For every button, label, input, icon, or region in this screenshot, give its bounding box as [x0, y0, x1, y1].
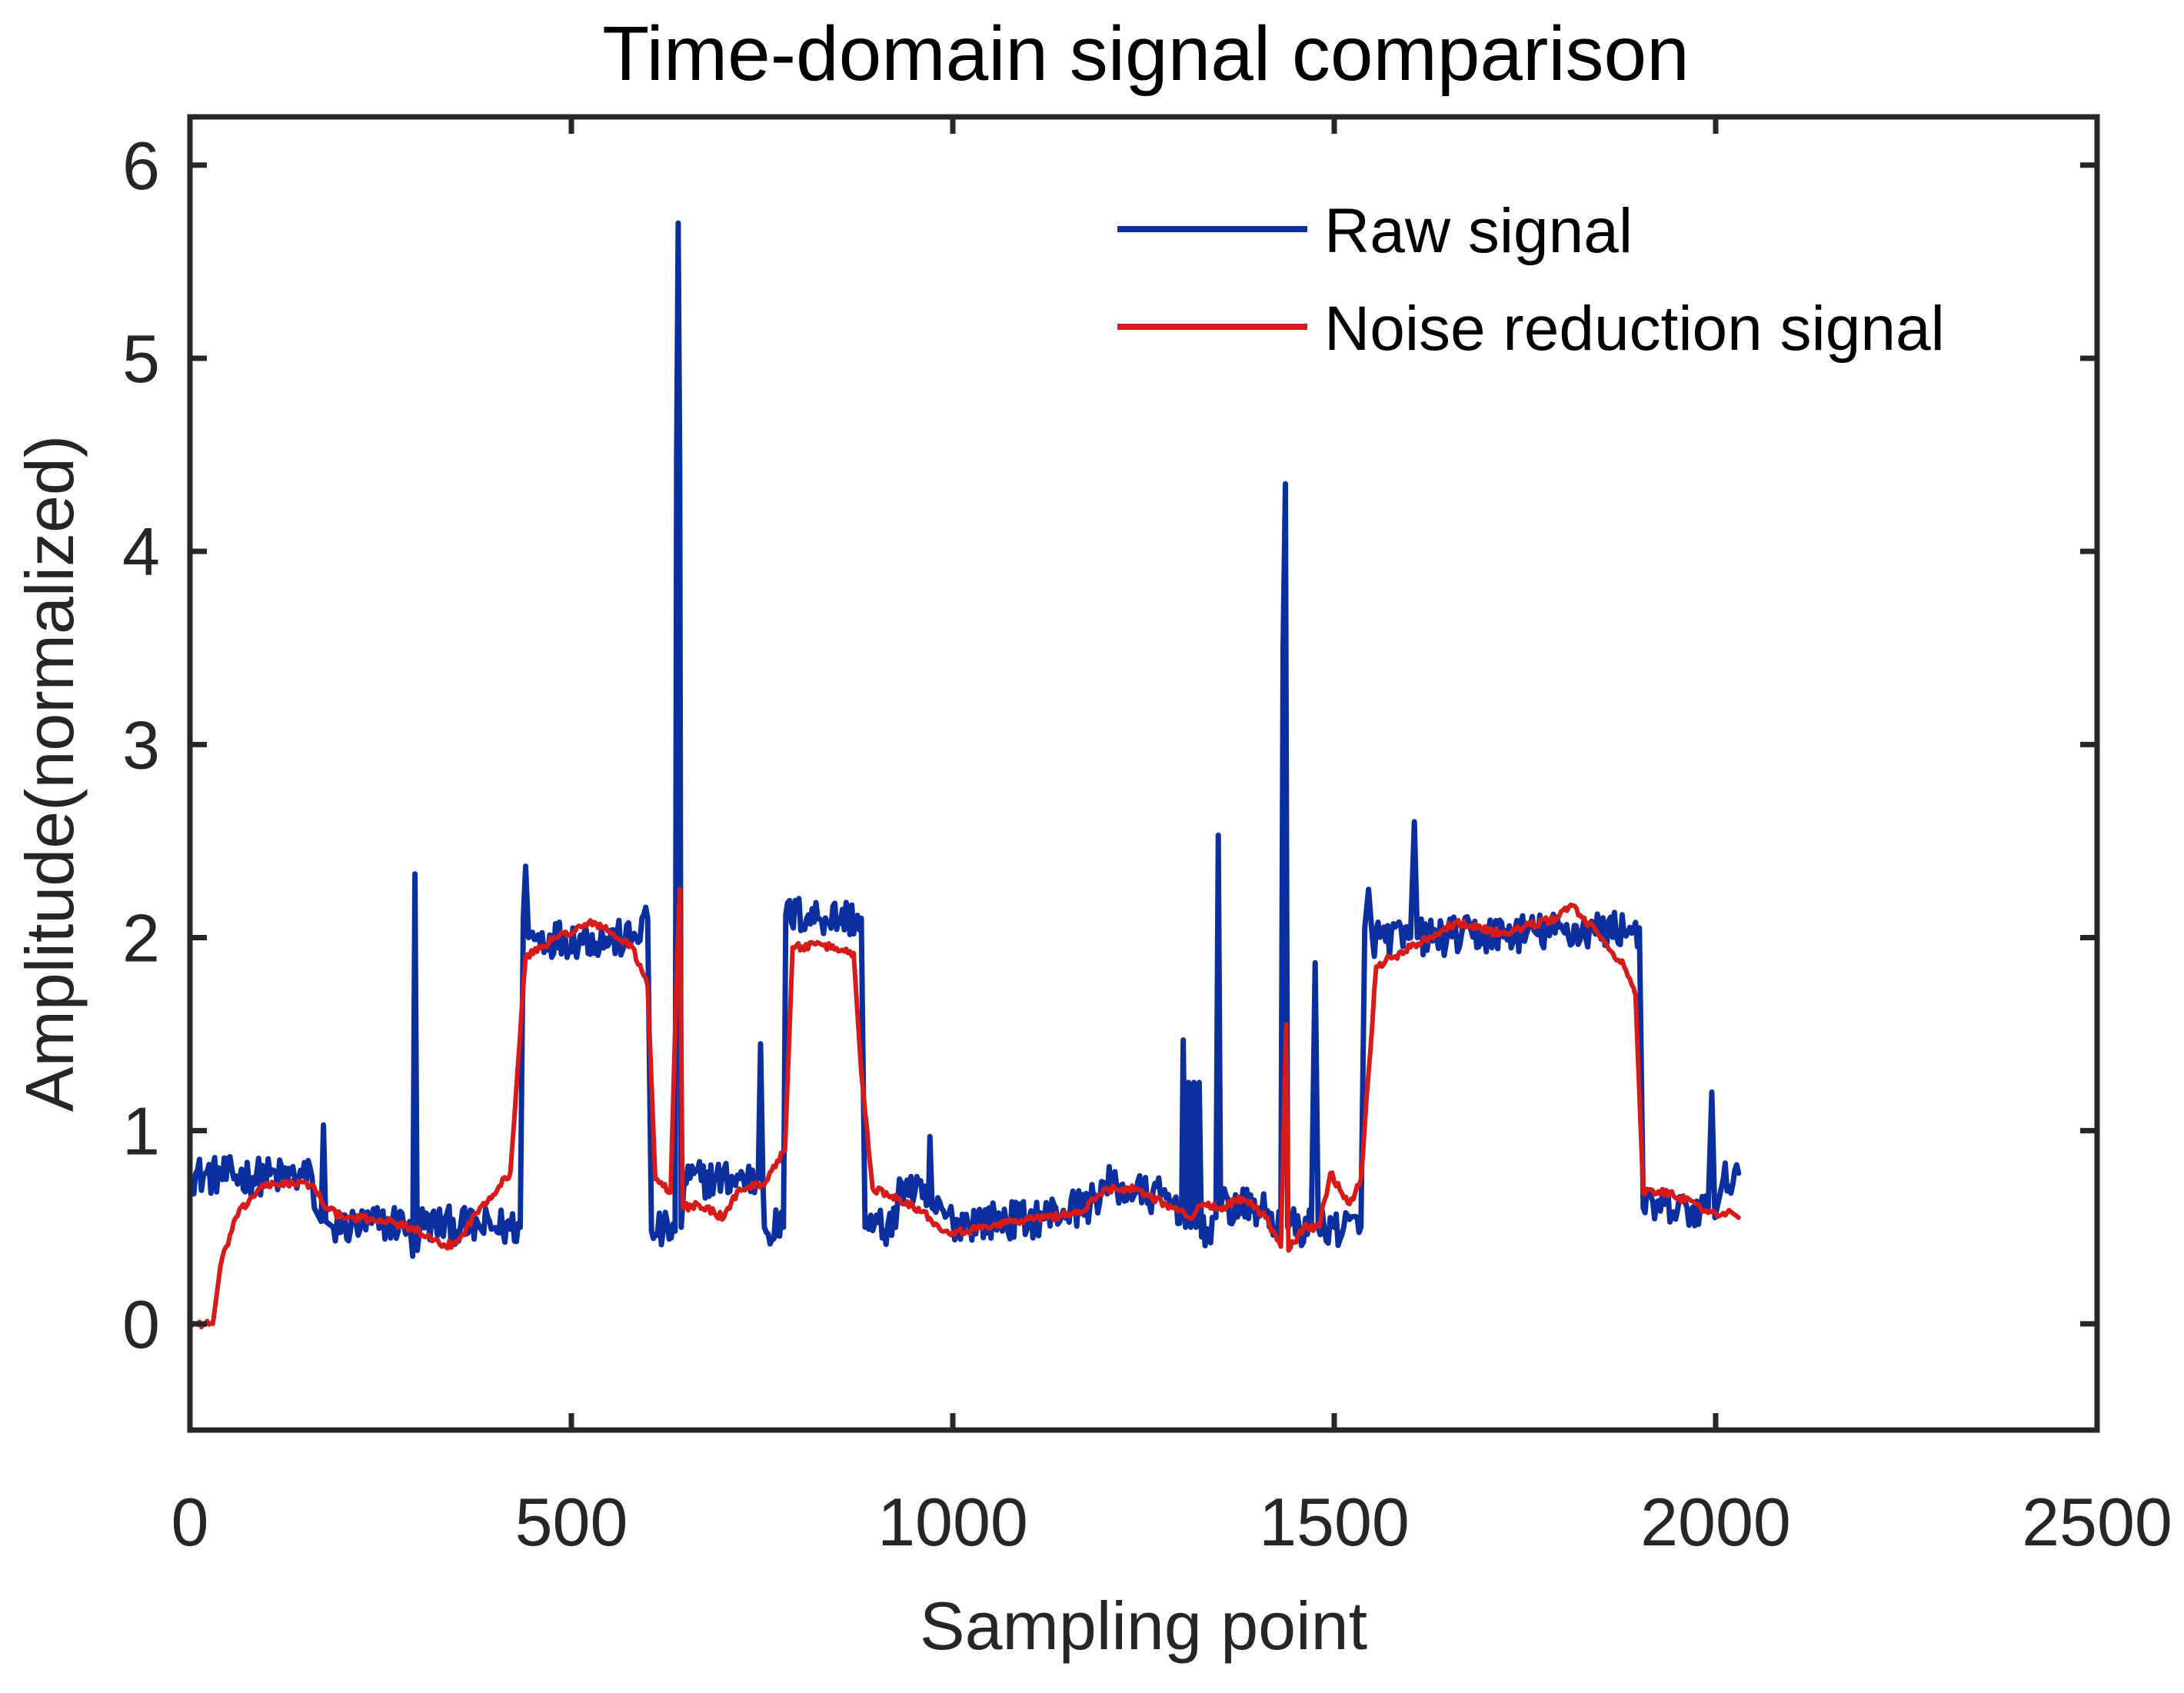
- legend-label: Noise reduction signal: [1324, 294, 1945, 364]
- plot-frame: [187, 114, 2100, 1433]
- series-line-raw-signal: [187, 220, 1742, 1259]
- plot-series: [187, 220, 1742, 1329]
- y-tick-label: 5: [122, 321, 160, 397]
- legend: Raw signal Noise reduction signal: [1117, 196, 1945, 364]
- x-axis: 0 500 1000 1500 2000 2500: [171, 117, 2172, 1560]
- y-tick-label: 2: [122, 900, 160, 976]
- x-tick-label: 0: [171, 1484, 209, 1560]
- x-axis-label: Sampling point: [920, 1588, 1367, 1664]
- y-tick-label: 1: [122, 1093, 160, 1169]
- series-line-noise-reduction-signal: [188, 886, 1741, 1329]
- y-tick-label: 6: [122, 128, 160, 204]
- y-tick-label: 3: [122, 707, 160, 783]
- x-tick-label: 1000: [877, 1484, 1028, 1560]
- y-tick-label: 0: [122, 1286, 160, 1362]
- x-tick-label: 500: [515, 1484, 628, 1560]
- y-axis-label: Amplitude(normalized): [12, 435, 88, 1112]
- x-tick-label: 2500: [2022, 1484, 2172, 1560]
- chart-title: Time-domain signal comparison: [602, 11, 1690, 97]
- y-axis: 0 1 2 3 4 5 6: [122, 128, 2097, 1362]
- x-tick-label: 2000: [1640, 1484, 1791, 1560]
- legend-label: Raw signal: [1324, 196, 1633, 266]
- y-tick-label: 4: [122, 514, 160, 590]
- x-tick-label: 1500: [1259, 1484, 1410, 1560]
